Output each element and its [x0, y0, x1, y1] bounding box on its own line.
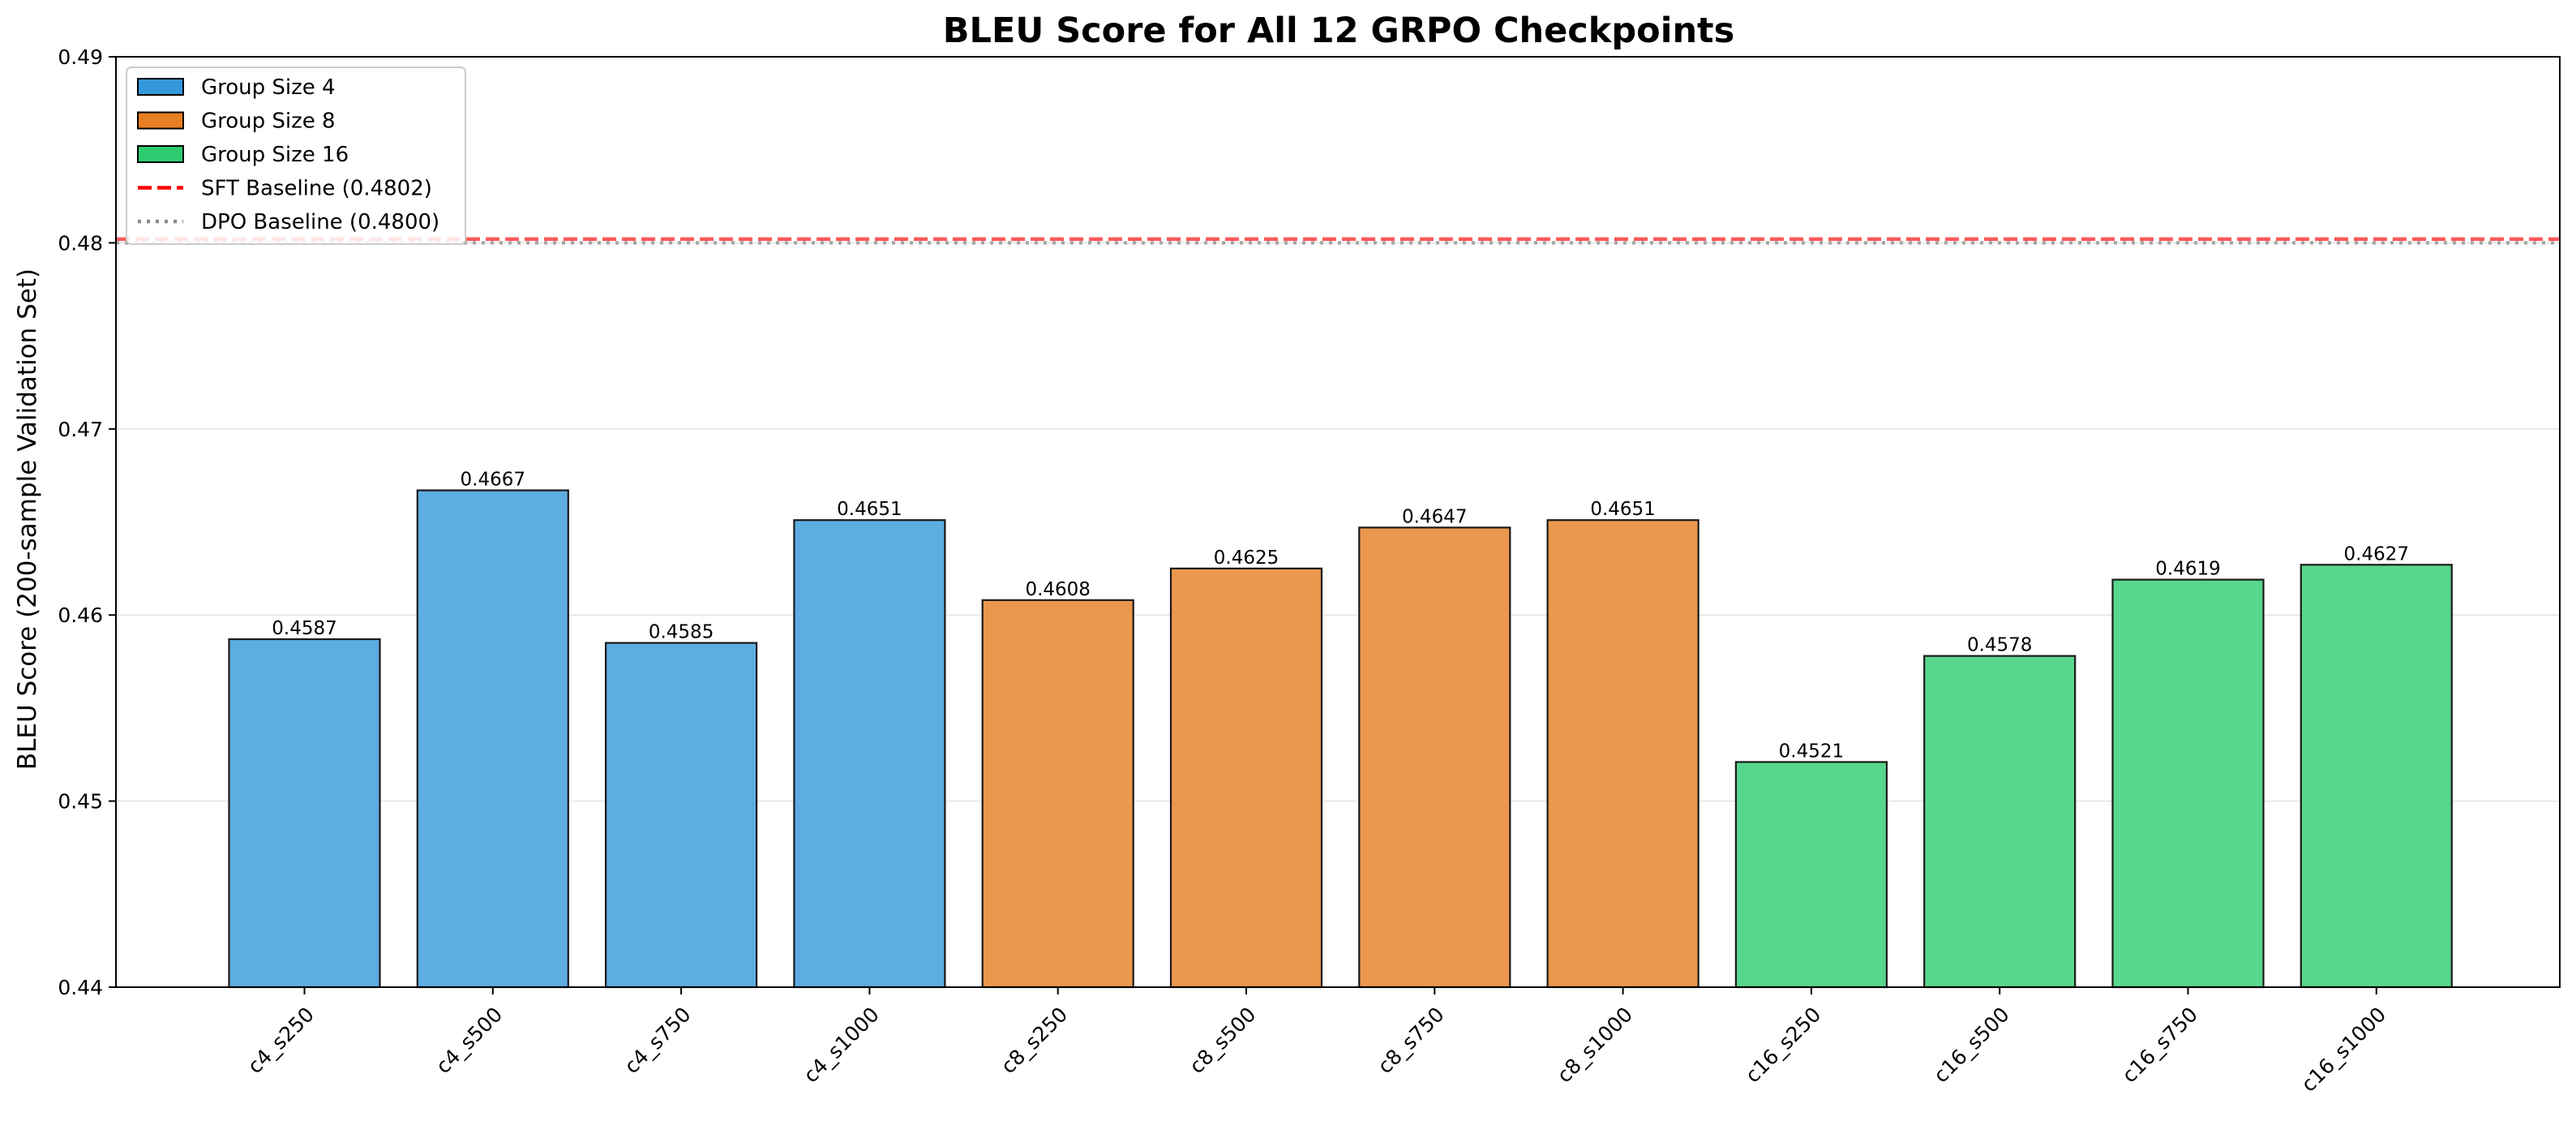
bar-value-label: 0.4651: [837, 499, 902, 520]
bars: [228, 489, 2453, 989]
bar-c16_s750: [2111, 578, 2265, 989]
bar-c16_s1000: [2300, 564, 2453, 989]
legend-label: Group Size 16: [201, 143, 349, 167]
legend-swatch: [137, 145, 184, 163]
legend-label: SFT Baseline (0.4802): [201, 177, 432, 201]
bar-value-label: 0.4619: [2155, 559, 2220, 580]
bar-value-label: 0.4585: [649, 622, 714, 643]
y-tick-label: 0.48: [58, 231, 103, 255]
legend-label: Group Size 8: [201, 110, 336, 134]
bar-value-label: 0.4667: [461, 470, 525, 491]
bar-value-label: 0.4647: [1402, 506, 1467, 527]
plot-frame: [115, 56, 2561, 988]
bar-c8_s250: [981, 599, 1134, 989]
y-axis-label: BLEU Score (200-sample Validation Set): [13, 268, 42, 770]
bar-value-label: 0.4587: [272, 618, 336, 639]
bar-c4_s500: [416, 489, 569, 989]
bar-c4_s750: [604, 642, 758, 989]
legend-swatch: [137, 78, 184, 96]
bar-value-label: 0.4578: [1967, 635, 2032, 656]
bar-c16_s250: [1734, 761, 1888, 989]
bar-c8_s1000: [1546, 519, 1699, 989]
legend: Group Size 4 Group Size 8 Group Size 16 SFT…: [126, 67, 466, 245]
legend-label: Group Size 4: [201, 75, 336, 100]
bar-value-label: 0.4627: [2344, 543, 2409, 565]
reference-lines: [116, 237, 2560, 245]
y-tick-label: 0.45: [58, 790, 103, 814]
bar-c8_s500: [1169, 567, 1323, 989]
bar-value-label: 0.4608: [1025, 579, 1090, 600]
bar-c4_s250: [228, 638, 381, 989]
bar-value-label: 0.4625: [1214, 548, 1279, 569]
y-tick-label: 0.47: [58, 418, 103, 441]
bar-c4_s1000: [793, 519, 946, 989]
y-tick-label: 0.44: [58, 976, 103, 999]
bar-value-labels: 0.4587 0.4667 0.4585 0.4651 0.4608 0.4625 0.46…: [272, 470, 2409, 762]
legend-box: [126, 67, 466, 245]
bar-c8_s750: [1358, 526, 1511, 989]
legend-label: DPO Baseline (0.4800): [201, 210, 439, 234]
y-tick-label: 0.46: [58, 603, 103, 627]
bar-c16_s500: [1923, 655, 2077, 989]
chart-title: BLEU Score for All 12 GRPO Checkpoints: [943, 11, 1734, 51]
bar-value-label: 0.4521: [1779, 741, 1844, 762]
y-tick-label: 0.49: [58, 45, 103, 69]
legend-swatch: [137, 111, 184, 130]
bar-value-label: 0.4651: [1590, 499, 1655, 520]
